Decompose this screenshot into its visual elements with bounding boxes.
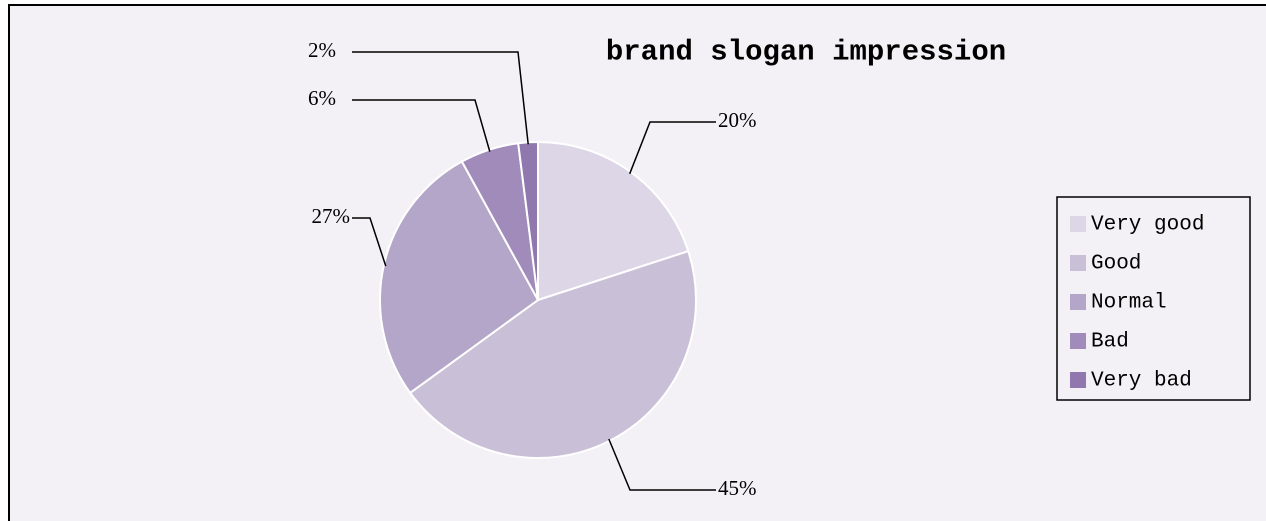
data-label: 27% bbox=[312, 204, 351, 228]
leader-line bbox=[608, 438, 716, 491]
legend-swatch bbox=[1070, 216, 1086, 232]
leader-line bbox=[352, 99, 491, 152]
legend-label: Normal bbox=[1091, 292, 1167, 315]
legend-swatch bbox=[1070, 372, 1086, 388]
legend-swatch bbox=[1070, 294, 1086, 310]
data-label: 6% bbox=[308, 86, 336, 110]
leader-line bbox=[352, 51, 529, 145]
legend-swatch bbox=[1070, 255, 1086, 271]
legend-label: Very good bbox=[1091, 214, 1204, 237]
legend-box bbox=[1056, 196, 1251, 401]
data-label: 45% bbox=[718, 476, 757, 500]
chart-title: brand slogan impression bbox=[606, 36, 1006, 69]
leader-line bbox=[628, 121, 716, 175]
legend-label: Good bbox=[1091, 253, 1141, 276]
legend-swatch bbox=[1070, 333, 1086, 349]
legend-label: Very bad bbox=[1091, 370, 1192, 393]
data-label: 20% bbox=[718, 108, 757, 132]
legend-label: Bad bbox=[1091, 331, 1129, 354]
data-label: 2% bbox=[308, 38, 336, 62]
pie-slice bbox=[379, 160, 540, 395]
leader-line bbox=[352, 217, 387, 267]
